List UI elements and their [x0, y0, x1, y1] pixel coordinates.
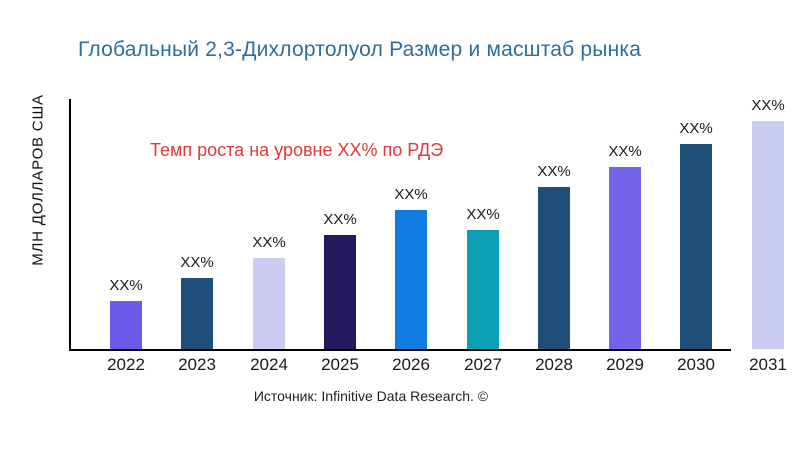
bar-value-label-2030: XX%: [679, 120, 713, 137]
bar-2028: [538, 187, 570, 349]
bar-2026: [395, 210, 427, 349]
x-tick-2028: 2028: [535, 355, 573, 374]
source-credit: Источник: Infinitive Data Research. ©: [253, 388, 489, 404]
bar-value-label-2025: XX%: [323, 211, 357, 228]
growth-rate-annotation: Темп роста на уровне XX% по РДЭ: [150, 140, 444, 160]
x-axis-line: [69, 349, 731, 351]
bar-value-label-2028: XX%: [537, 163, 571, 180]
bar-value-label-2024: XX%: [252, 234, 286, 251]
bar-2030: [680, 144, 712, 349]
x-tick-2023: 2023: [178, 355, 216, 374]
x-tick-2027: 2027: [464, 355, 502, 374]
bar-value-label-2029: XX%: [608, 143, 642, 160]
bar-value-label-2022: XX%: [109, 277, 143, 294]
bar-2023: [181, 278, 213, 349]
bar-value-label-2027: XX%: [466, 206, 500, 223]
bar-value-label-2026: XX%: [394, 186, 428, 203]
bar-2027: [467, 230, 499, 349]
plot-area: XX% 2022 XX% 2023 XX% 2024 XX% 2025 XX% 2026 XX% 20…: [69, 97, 787, 374]
x-tick-2026: 2026: [392, 355, 430, 374]
bar-2024: [253, 258, 285, 349]
bar-value-label-2023: XX%: [180, 254, 214, 271]
x-tick-2025: 2025: [321, 355, 359, 374]
bar-2031: [752, 121, 784, 349]
chart-title: Глобальный 2,3-Дихлортолуол Размер и мас…: [78, 38, 642, 61]
y-axis-line: [69, 99, 71, 351]
x-tick-2031: 2031: [749, 355, 787, 374]
bar-2022: [110, 301, 142, 349]
x-tick-2022: 2022: [107, 355, 145, 374]
bar-2029: [609, 167, 641, 349]
x-tick-2030: 2030: [677, 355, 715, 374]
x-tick-2024: 2024: [250, 355, 288, 374]
bar-2025: [324, 235, 356, 349]
x-tick-2029: 2029: [606, 355, 644, 374]
y-axis-label: МЛН ДОЛЛАРОВ США: [29, 94, 47, 266]
bar-value-label-2031: XX%: [751, 97, 785, 114]
